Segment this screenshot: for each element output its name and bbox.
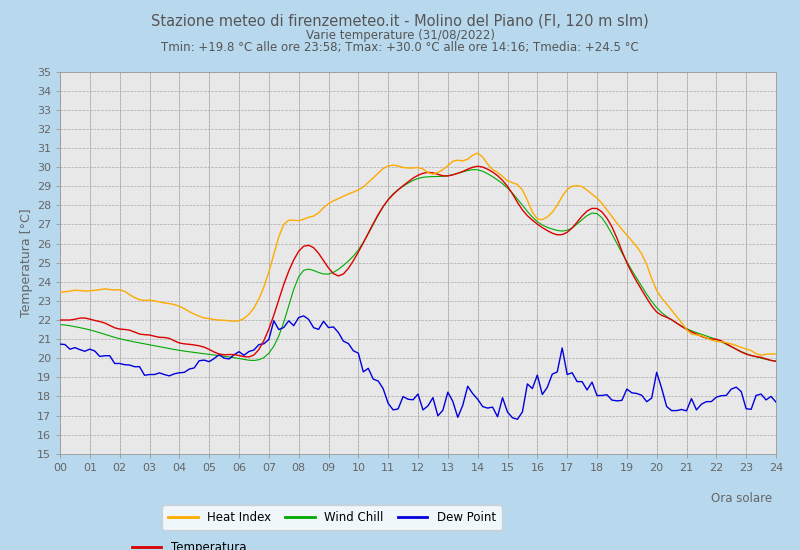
Legend: Temperatura: Temperatura bbox=[127, 536, 251, 550]
Text: Tmin: +19.8 °C alle ore 23:58; Tmax: +30.0 °C alle ore 14:16; Tmedia: +24.5 °C: Tmin: +19.8 °C alle ore 23:58; Tmax: +30… bbox=[161, 41, 639, 54]
Text: Varie temperature (31/08/2022): Varie temperature (31/08/2022) bbox=[306, 29, 494, 42]
Text: Ora solare: Ora solare bbox=[711, 492, 772, 505]
Text: Stazione meteo di firenzemeteo.it - Molino del Piano (FI, 120 m slm): Stazione meteo di firenzemeteo.it - Moli… bbox=[151, 14, 649, 29]
Y-axis label: Temperatura [°C]: Temperatura [°C] bbox=[19, 208, 33, 317]
